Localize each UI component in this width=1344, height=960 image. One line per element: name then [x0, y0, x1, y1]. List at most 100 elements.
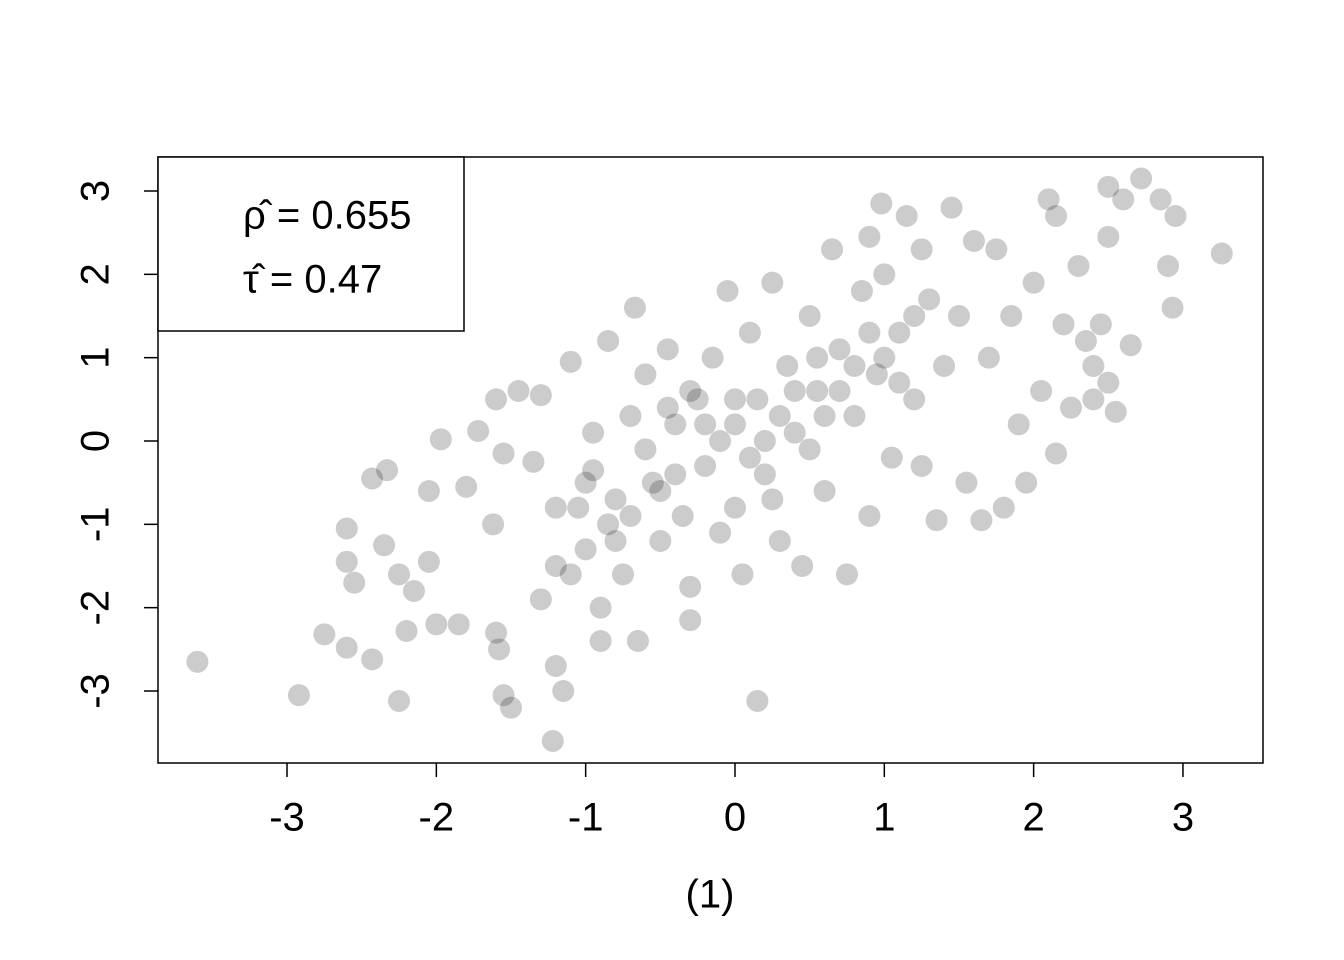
- point: [634, 438, 657, 461]
- point: [776, 355, 799, 377]
- point: [723, 496, 746, 519]
- point: [1157, 255, 1180, 277]
- point: [686, 388, 709, 411]
- point: [373, 534, 396, 557]
- point: [417, 550, 440, 573]
- point: [425, 613, 448, 636]
- point: [738, 321, 761, 344]
- point: [1082, 388, 1105, 411]
- point: [1130, 167, 1153, 190]
- plot-frame: [157, 156, 1264, 764]
- point: [656, 396, 679, 419]
- point: [634, 363, 657, 386]
- point: [529, 588, 552, 611]
- point: [589, 596, 612, 619]
- point: [335, 517, 358, 540]
- point: [544, 555, 567, 577]
- point: [488, 638, 511, 661]
- point: [1000, 305, 1023, 327]
- point: [1015, 471, 1038, 494]
- point: [1097, 371, 1120, 394]
- point: [858, 321, 881, 344]
- point: [649, 530, 672, 552]
- x-tick-label: -2: [419, 796, 455, 840]
- point: [619, 505, 642, 527]
- point: [873, 263, 896, 286]
- point: [1007, 413, 1030, 436]
- point: [604, 488, 627, 511]
- point: [910, 238, 933, 261]
- point: [604, 530, 627, 552]
- point: [522, 450, 545, 473]
- point: [828, 380, 851, 402]
- point: [626, 630, 649, 652]
- point: [1104, 400, 1127, 423]
- x-tick-label: -1: [568, 796, 604, 840]
- point: [1045, 442, 1068, 465]
- point: [694, 413, 717, 436]
- point: [388, 563, 411, 586]
- point: [798, 438, 821, 461]
- y-tick-label: -2: [74, 590, 118, 626]
- point: [1059, 396, 1082, 419]
- point: [709, 521, 732, 544]
- point: [500, 696, 523, 719]
- point: [731, 563, 754, 586]
- point: [559, 350, 582, 373]
- point: [313, 623, 336, 646]
- point: [529, 384, 552, 407]
- y-tick-label: 0: [74, 430, 118, 452]
- point: [1097, 175, 1120, 198]
- point: [955, 471, 978, 494]
- point: [611, 563, 634, 586]
- point: [992, 496, 1015, 519]
- point: [977, 346, 1000, 369]
- point: [970, 509, 993, 532]
- point: [447, 613, 470, 636]
- point: [910, 455, 933, 477]
- point: [597, 330, 620, 352]
- point: [589, 630, 612, 652]
- point: [768, 530, 791, 552]
- point: [858, 225, 881, 248]
- point: [806, 346, 829, 369]
- point: [888, 371, 911, 394]
- point: [1030, 380, 1053, 402]
- point: [485, 388, 508, 411]
- point: [376, 459, 399, 482]
- point: [679, 609, 702, 632]
- x-tick-label: 1: [873, 796, 895, 840]
- point: [641, 471, 664, 494]
- point: [843, 355, 866, 377]
- point: [895, 205, 918, 227]
- point: [343, 571, 366, 594]
- point: [395, 620, 418, 642]
- point: [361, 467, 384, 490]
- point: [694, 455, 717, 477]
- point: [1164, 205, 1187, 227]
- point: [1022, 271, 1045, 294]
- point: [1037, 188, 1060, 211]
- point: [597, 513, 620, 536]
- point: [880, 446, 903, 469]
- point: [828, 338, 851, 361]
- point: [429, 428, 452, 451]
- point: [492, 684, 515, 707]
- point: [813, 405, 836, 427]
- point: [940, 196, 963, 219]
- point: [903, 388, 926, 411]
- y-tick-label: -1: [74, 507, 118, 543]
- point: [287, 684, 310, 707]
- point: [335, 636, 358, 659]
- legend-text: τ̂ = 0.47: [243, 258, 382, 302]
- point: [858, 505, 881, 527]
- point: [709, 430, 732, 452]
- point: [1112, 188, 1135, 211]
- point: [873, 346, 896, 369]
- point: [417, 480, 440, 502]
- point: [701, 346, 724, 369]
- y-tick-label: -3: [74, 673, 118, 709]
- point: [1119, 334, 1142, 357]
- point: [723, 413, 746, 436]
